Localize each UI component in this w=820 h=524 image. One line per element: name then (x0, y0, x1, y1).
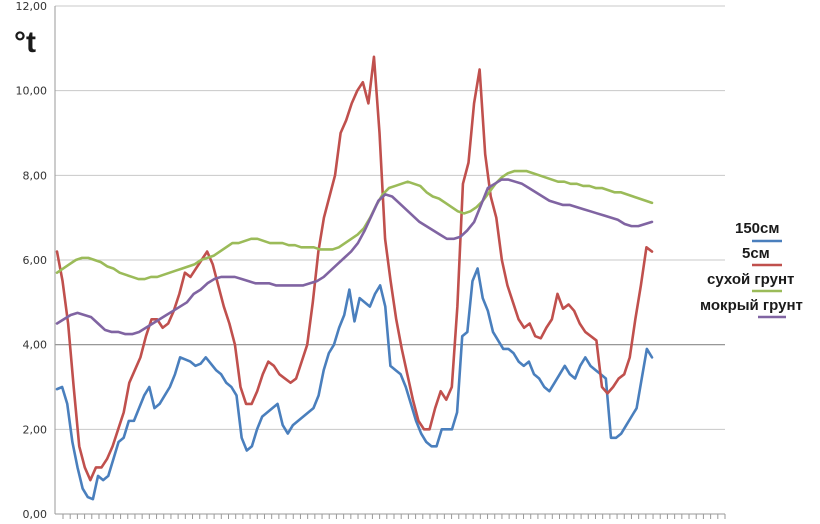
y-tick-label: 10,00 (16, 85, 48, 98)
legend-label: сухой грунт (707, 271, 794, 288)
y-tick-label: 4,00 (23, 339, 48, 352)
legend-label: мокрый грунт (700, 297, 803, 314)
series-line-1 (55, 55, 654, 482)
y-tick-label: 6,00 (23, 254, 48, 267)
series-line-2 (55, 169, 654, 281)
series-line-0 (55, 267, 654, 501)
y-axis-unit-label: °t (14, 26, 36, 59)
gridlines (54, 5, 725, 515)
series-lines (55, 55, 654, 501)
y-axis-tick-labels: 0,00 2,00 4,00 6,00 8,00 10,00 12,00 (16, 0, 48, 521)
legend-label: 150см (735, 220, 779, 237)
y-tick-label: 0,00 (23, 508, 48, 521)
y-tick-label: 8,00 (23, 169, 48, 182)
series-line-3 (55, 178, 654, 336)
legend-label: 5см (742, 245, 770, 262)
x-axis-tick-marks (62, 514, 726, 519)
y-tick-label: 12,00 (16, 0, 48, 13)
legend: 150см 5см сухой грунт мокрый грунт (700, 220, 803, 319)
y-tick-label: 2,00 (23, 423, 48, 436)
